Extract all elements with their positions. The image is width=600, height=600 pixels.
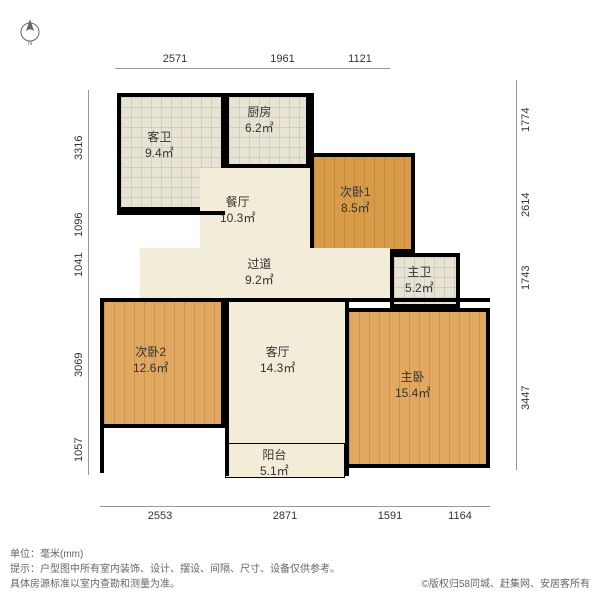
footer-note-1: 提示：户型图中所有室内装饰、设计、摆设、间隔、尺寸、设备仅供参考。 xyxy=(10,562,590,577)
room-name: 过道 xyxy=(245,257,274,273)
dimension-label: 2614 xyxy=(520,160,532,250)
footer: 单位：毫米(mm) 提示：户型图中所有室内装饰、设计、摆设、间隔、尺寸、设备仅供… xyxy=(10,547,590,592)
dim-line-top xyxy=(115,68,390,69)
svg-text:N: N xyxy=(28,41,32,45)
floor-plan: 客卫9.4㎡厨房6.2㎡餐厅10.3㎡次卧18.5㎡过道9.2㎡主卫5.2㎡次卧… xyxy=(95,75,510,500)
room-label-bedroom1: 次卧18.5㎡ xyxy=(340,185,371,216)
room-name: 次卧1 xyxy=(340,185,371,201)
dim-line-bottom xyxy=(100,506,490,507)
dimension-label: 1121 xyxy=(330,53,390,65)
room-name: 阳台 xyxy=(260,448,289,464)
dimension-label: 3069 xyxy=(73,305,85,425)
dimension-label: 3316 xyxy=(73,90,85,205)
dimension-label: 2553 xyxy=(100,510,220,522)
dimension-label: 2871 xyxy=(220,510,350,522)
room-label-balcony: 阳台5.1㎡ xyxy=(260,448,289,479)
wall-segment xyxy=(117,211,225,215)
dimension-label: 1961 xyxy=(235,53,330,65)
room-area: 15.4㎡ xyxy=(395,386,430,402)
dimension-label: 1591 xyxy=(350,510,430,522)
room-name: 客厅 xyxy=(260,345,295,361)
dimension-label: 1774 xyxy=(520,80,532,160)
room-area: 5.1㎡ xyxy=(260,464,289,480)
room-area: 12.6㎡ xyxy=(133,361,168,377)
dimension-label: 1096 xyxy=(73,205,85,245)
dimension-label: 1057 xyxy=(73,425,85,475)
room-area: 6.2㎡ xyxy=(245,121,274,137)
dimension-label: 1164 xyxy=(430,510,490,522)
room-label-bedroom2: 次卧212.6㎡ xyxy=(133,345,168,376)
room-name: 次卧2 xyxy=(133,345,168,361)
room-label-dining: 餐厅10.3㎡ xyxy=(220,195,255,226)
wall-segment xyxy=(310,93,314,153)
room-area: 9.4㎡ xyxy=(145,146,174,162)
room-name: 厨房 xyxy=(245,105,274,121)
room-label-corridor: 过道9.2㎡ xyxy=(245,257,274,288)
dimension-label: 1041 xyxy=(73,245,85,285)
wall-segment xyxy=(100,298,490,302)
dimension-label: 3447 xyxy=(520,325,532,470)
room-name: 餐厅 xyxy=(220,195,255,211)
room-area: 8.5㎡ xyxy=(340,201,371,217)
dimension-label: 1743 xyxy=(520,250,532,305)
room-name: 主卧 xyxy=(395,370,430,386)
dim-line-right xyxy=(516,80,517,470)
room-area: 5.2㎡ xyxy=(405,281,434,297)
room-name: 主卫 xyxy=(405,265,434,281)
room-label-guest-bath: 客卫9.4㎡ xyxy=(145,130,174,161)
footer-copyright: ©版权归58同城、赶集网、安居客所有 xyxy=(422,577,591,592)
room-label-living: 客厅14.3㎡ xyxy=(260,345,295,376)
wall-segment xyxy=(345,298,349,476)
footer-unit: 单位：毫米(mm) xyxy=(10,547,590,562)
wall-segment xyxy=(225,298,229,476)
floor-plan-container: 客卫9.4㎡厨房6.2㎡餐厅10.3㎡次卧18.5㎡过道9.2㎡主卫5.2㎡次卧… xyxy=(70,50,535,525)
wall-segment xyxy=(100,298,104,473)
dimension-label: 2571 xyxy=(115,53,235,65)
room-area: 10.3㎡ xyxy=(220,211,255,227)
room-label-master-bed: 主卧15.4㎡ xyxy=(395,370,430,401)
dim-line-left xyxy=(88,90,89,475)
room-label-master-bath: 主卫5.2㎡ xyxy=(405,265,434,296)
room-area: 14.3㎡ xyxy=(260,361,295,377)
room-area: 9.2㎡ xyxy=(245,273,274,289)
room-label-kitchen: 厨房6.2㎡ xyxy=(245,105,274,136)
room-name: 客卫 xyxy=(145,130,174,146)
compass-icon: N xyxy=(15,15,45,45)
